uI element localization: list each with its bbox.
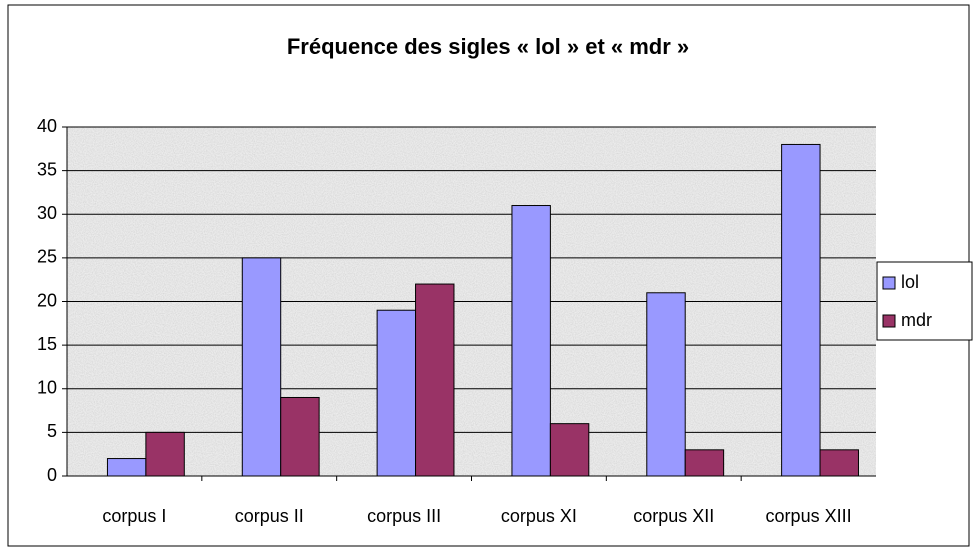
x-tick-label: corpus III xyxy=(367,506,441,526)
legend-swatch xyxy=(882,276,896,290)
y-tick-label: 20 xyxy=(37,290,57,310)
y-tick-label: 10 xyxy=(37,378,57,398)
legend-swatch xyxy=(882,314,896,328)
bar xyxy=(280,396,320,477)
bar xyxy=(241,257,282,477)
x-tick-label: corpus I xyxy=(102,506,166,526)
y-tick-label: 25 xyxy=(37,247,57,267)
y-tick-label: 30 xyxy=(37,203,57,223)
y-tick-label: 15 xyxy=(37,334,57,354)
y-tick-label: 0 xyxy=(47,465,57,485)
bar xyxy=(781,143,821,477)
y-tick-label: 40 xyxy=(37,116,57,136)
x-tick-label: corpus II xyxy=(235,506,304,526)
bar xyxy=(646,292,686,477)
bar xyxy=(415,283,455,477)
bar xyxy=(819,449,859,477)
x-tick-label: corpus XII xyxy=(633,506,714,526)
y-tick-label: 5 xyxy=(47,421,57,441)
bar xyxy=(684,449,725,477)
x-tick-label: corpus XI xyxy=(501,506,577,526)
legend-label: mdr xyxy=(901,310,932,330)
bar xyxy=(549,423,590,477)
chart-title: Fréquence des sigles « lol » et « mdr » xyxy=(287,34,689,59)
bar xyxy=(376,309,417,477)
legend-label: lol xyxy=(901,272,919,292)
bar xyxy=(145,431,185,477)
x-tick-label: corpus XIII xyxy=(766,506,852,526)
bar xyxy=(106,458,147,477)
y-tick-label: 35 xyxy=(37,159,57,179)
bar xyxy=(511,205,551,477)
